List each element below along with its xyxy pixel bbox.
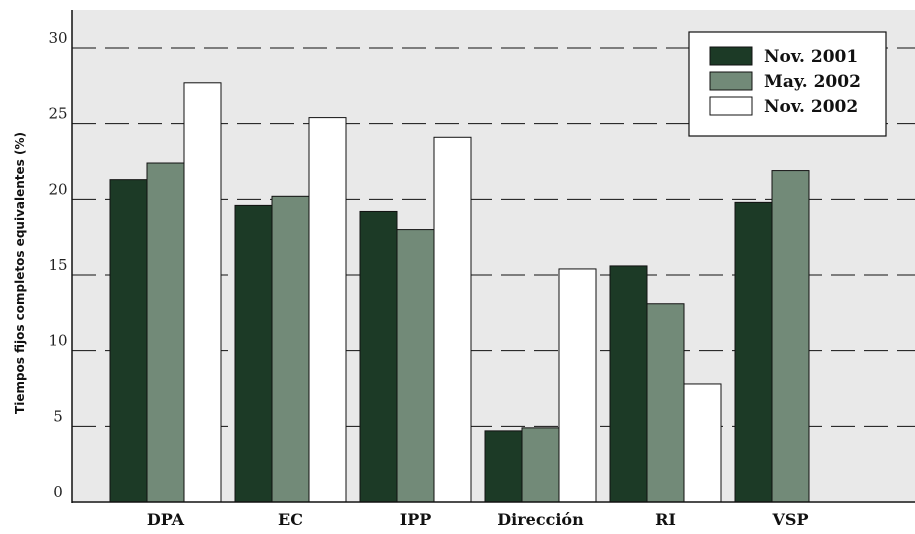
bar bbox=[396, 229, 435, 503]
y-tick-label: 0 bbox=[53, 483, 63, 501]
bar bbox=[609, 265, 648, 503]
y-tick-label: 15 bbox=[48, 256, 67, 274]
bars bbox=[109, 82, 810, 503]
y-tick-label: 20 bbox=[48, 180, 67, 198]
x-category-label: Dirección bbox=[497, 510, 584, 529]
x-category-labels: DPA EC IPP Dirección RI VSP bbox=[147, 510, 809, 529]
legend-swatch bbox=[709, 46, 753, 66]
y-tick-label: 25 bbox=[48, 105, 67, 123]
legend-label: May. 2002 bbox=[764, 72, 861, 92]
legend-label: Nov. 2002 bbox=[764, 97, 858, 117]
x-category-label: DPA bbox=[147, 510, 185, 529]
legend: Nov. 2001 May. 2002 Nov. 2002 bbox=[688, 31, 887, 137]
bar bbox=[433, 136, 472, 503]
x-category-label: VSP bbox=[772, 510, 809, 529]
y-tick-label: 10 bbox=[48, 332, 67, 350]
legend-swatch bbox=[709, 96, 753, 116]
bar bbox=[683, 383, 722, 503]
legend-label: Nov. 2001 bbox=[764, 47, 858, 67]
y-tick-labels: 0 5 10 15 20 25 30 bbox=[48, 29, 67, 501]
bar bbox=[484, 430, 523, 503]
bar bbox=[183, 82, 222, 503]
bar bbox=[359, 210, 398, 503]
bar bbox=[521, 427, 560, 503]
y-tick-label: 30 bbox=[48, 29, 67, 47]
bar bbox=[771, 170, 810, 503]
x-category-label: IPP bbox=[400, 510, 432, 529]
bar bbox=[109, 179, 148, 503]
bar bbox=[558, 268, 597, 503]
bar bbox=[308, 117, 347, 503]
y-axis-label: Tiempos fijos completos equivalentes (%) bbox=[13, 132, 27, 414]
bar bbox=[146, 162, 185, 503]
y-tick-label: 5 bbox=[53, 407, 63, 425]
bar bbox=[646, 303, 685, 503]
legend-swatch bbox=[709, 71, 753, 91]
x-category-label: RI bbox=[655, 510, 676, 529]
bar bbox=[234, 204, 273, 503]
x-category-label: EC bbox=[278, 510, 303, 529]
bar bbox=[734, 201, 773, 503]
bar bbox=[271, 195, 310, 503]
